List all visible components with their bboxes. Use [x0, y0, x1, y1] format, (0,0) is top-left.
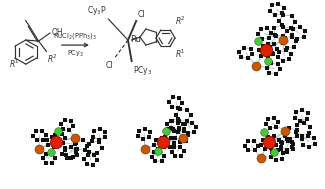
Text: PCy$_3$: PCy$_3$	[67, 49, 84, 59]
Text: OH: OH	[51, 28, 63, 37]
Text: Cl: Cl	[137, 10, 145, 19]
Text: Cy$_3$P: Cy$_3$P	[87, 4, 107, 17]
Text: $R^1$: $R^1$	[9, 58, 20, 70]
Text: $R^2$: $R^2$	[47, 53, 58, 66]
Text: PCy$_3$: PCy$_3$	[133, 64, 152, 77]
Text: $R^2$: $R^2$	[176, 15, 186, 27]
Text: RuCl$_2$(PPh$_3$)$_3$: RuCl$_2$(PPh$_3$)$_3$	[54, 31, 97, 41]
Text: Cl: Cl	[105, 60, 113, 70]
Text: Ru: Ru	[130, 35, 141, 44]
Text: $R^1$: $R^1$	[176, 48, 186, 60]
